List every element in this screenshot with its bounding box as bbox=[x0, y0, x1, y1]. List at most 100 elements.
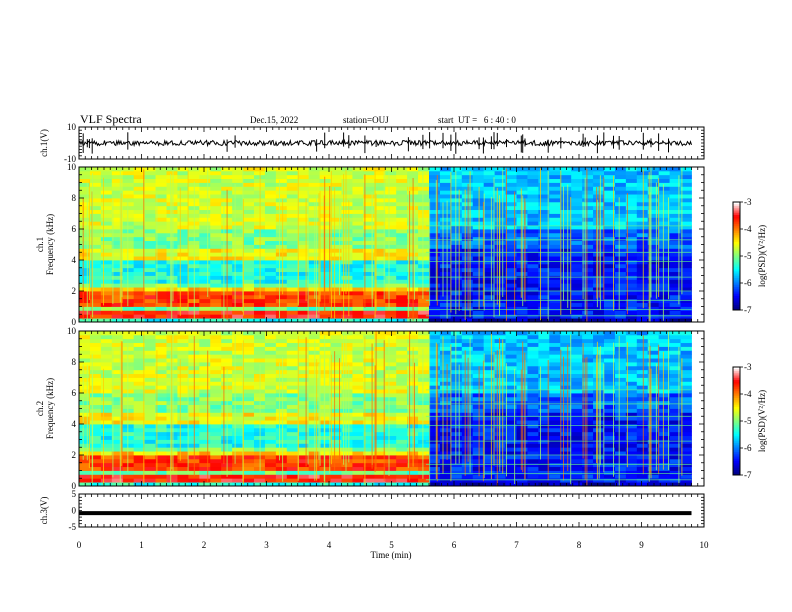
spectrogram-cell bbox=[483, 331, 496, 336]
spectrogram-cell bbox=[538, 186, 550, 191]
spectrogram-cell bbox=[122, 271, 135, 276]
spectrogram-cell bbox=[385, 408, 397, 413]
spectrogram-cell bbox=[429, 248, 441, 253]
spectrogram-cell bbox=[680, 314, 692, 319]
spectrogram-cell bbox=[527, 385, 539, 390]
spectrogram-cell bbox=[111, 229, 124, 234]
spectrogram-cell bbox=[472, 310, 485, 315]
spectrogram-cell bbox=[319, 362, 331, 367]
spectrogram-cell bbox=[582, 342, 594, 347]
spectrogram-cell bbox=[604, 396, 616, 402]
spectrogram-cell bbox=[210, 229, 222, 234]
spectrogram-cell bbox=[254, 331, 266, 336]
spectrogram-cell bbox=[319, 287, 331, 292]
spectrogram-cell bbox=[560, 236, 572, 242]
spectrogram-cell bbox=[505, 306, 517, 311]
spectrogram-cell bbox=[374, 178, 386, 183]
spectrogram-cell bbox=[614, 167, 627, 172]
spectrogram-cell bbox=[669, 201, 681, 207]
spectrogram-cell bbox=[439, 447, 452, 452]
spectrogram-cell bbox=[308, 182, 321, 187]
spectrogram-cell bbox=[79, 451, 91, 456]
spectrogram-cell bbox=[330, 225, 342, 230]
spectrogram-cell bbox=[604, 248, 616, 253]
spectrogram-cell bbox=[636, 271, 649, 276]
spectrogram-cell bbox=[385, 170, 397, 176]
spectrogram-cell bbox=[571, 381, 583, 386]
spectrogram-cell bbox=[89, 236, 102, 242]
spectrogram-cell bbox=[232, 439, 244, 444]
spectrogram-cell bbox=[363, 431, 375, 437]
spectrogram-cell bbox=[133, 318, 146, 323]
spectrogram-cell bbox=[396, 291, 408, 296]
spectrogram-cell bbox=[614, 451, 627, 456]
spectrogram-cell bbox=[177, 362, 189, 367]
spectrogram-cell bbox=[111, 474, 124, 479]
spectrogram-cell bbox=[582, 217, 594, 222]
spectrogram-cell bbox=[243, 478, 255, 483]
spectrogram-cell bbox=[232, 381, 244, 386]
spectrogram-cell bbox=[100, 482, 113, 487]
spectrogram-cell bbox=[319, 369, 331, 375]
spectrogram-cell bbox=[472, 229, 485, 234]
spectrogram-cell bbox=[625, 314, 638, 319]
spectrogram-cell bbox=[177, 350, 189, 355]
spectrogram-cell bbox=[232, 482, 244, 487]
spectrogram-cell bbox=[604, 350, 616, 355]
spectrogram-cell bbox=[527, 462, 539, 468]
spectrogram-cell bbox=[297, 393, 310, 398]
spectrogram-cell bbox=[243, 400, 255, 406]
spectrogram-cell bbox=[330, 334, 342, 340]
spectrogram-cell bbox=[155, 298, 167, 304]
spectrogram-cell bbox=[516, 393, 528, 398]
spectrogram-cell bbox=[582, 310, 594, 315]
spectrogram-cell bbox=[199, 314, 211, 319]
spectrogram-cell bbox=[614, 198, 627, 203]
spectrogram-cell bbox=[647, 424, 660, 429]
spectrogram-cell bbox=[538, 482, 550, 487]
spectrogram-cell bbox=[505, 458, 517, 464]
spectrogram-cell bbox=[538, 248, 550, 253]
spectrogram-cell bbox=[232, 431, 244, 437]
spectrogram-cell bbox=[396, 447, 408, 452]
spectrogram-cell bbox=[560, 318, 572, 323]
spectrogram-cell bbox=[111, 283, 124, 288]
spectrogram-cell bbox=[385, 225, 397, 230]
spectrogram-cell bbox=[264, 358, 277, 363]
spectrogram-cell bbox=[505, 298, 517, 304]
spectrogram-cell bbox=[483, 221, 496, 226]
spectrogram-cell bbox=[144, 240, 156, 245]
spectrogram-cell bbox=[614, 186, 627, 191]
spectrogram-cell bbox=[680, 178, 692, 183]
spectrogram-cell bbox=[79, 279, 91, 284]
spectrogram-cell bbox=[374, 458, 386, 464]
spectrogram-cell bbox=[604, 358, 616, 363]
spectrogram-cell bbox=[636, 232, 649, 238]
spectrogram-cell bbox=[133, 310, 146, 315]
spectrogram-cell bbox=[516, 167, 528, 172]
spectrogram-cell bbox=[472, 350, 485, 355]
spectrogram-cell bbox=[177, 404, 189, 409]
spectrogram-cell bbox=[582, 331, 594, 336]
spectrogram-cell bbox=[155, 244, 167, 249]
spectrogram-cell bbox=[133, 377, 146, 382]
spectrogram-cell bbox=[89, 470, 102, 475]
spectrogram-cell bbox=[330, 412, 342, 417]
spectrogram-cell bbox=[483, 170, 496, 176]
spectrogram-cell bbox=[647, 404, 660, 409]
spectrogram-cell bbox=[133, 420, 146, 425]
spectrogram-cell bbox=[516, 458, 528, 464]
spectrogram-cell bbox=[89, 267, 102, 273]
spectrogram-cell bbox=[374, 338, 386, 344]
spectrogram-cell bbox=[538, 194, 550, 199]
spectrogram-cell bbox=[243, 365, 255, 371]
spectrogram-cell bbox=[461, 369, 474, 375]
spectrogram-cell bbox=[79, 358, 91, 363]
spectrogram-cell bbox=[658, 260, 671, 265]
spectrogram-cell bbox=[341, 377, 353, 382]
spectrogram-cell bbox=[636, 389, 649, 394]
spectrogram-cell bbox=[111, 439, 124, 444]
spectrogram-cell bbox=[89, 306, 102, 311]
spectrogram-cell bbox=[418, 275, 430, 280]
spectrogram-cell bbox=[396, 244, 408, 249]
